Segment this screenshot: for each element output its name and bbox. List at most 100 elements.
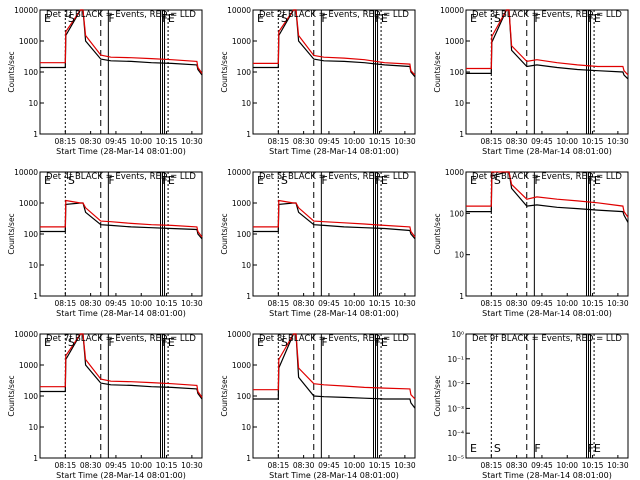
plot-frame	[39, 9, 203, 135]
plot-title: Det 1f BLACK = Events, RED = LLD	[46, 10, 196, 20]
x-axis-label: Start Time (28-Mar-14 08:01:00)	[482, 147, 612, 156]
x-tick-label: 09:45	[531, 299, 553, 308]
x-tick-label: 10:15	[369, 461, 391, 470]
event-marker-label-fe: FE	[375, 12, 388, 25]
x-tick-label: 09:45	[105, 137, 127, 146]
x-axis-label: Start Time (28-Mar-14 08:01:00)	[56, 309, 186, 318]
y-tick-label: 10	[241, 99, 251, 108]
x-tick-label: 10:15	[156, 299, 178, 308]
y-axis-label: Counts/sec	[433, 51, 442, 92]
plot-frame	[252, 171, 416, 297]
series-line-lld	[253, 333, 416, 400]
y-tick-label: 1	[459, 130, 464, 139]
y-tick-label: 100	[24, 68, 39, 77]
y-tick-label: 1	[33, 292, 38, 301]
event-marker-label-fe: FE	[162, 12, 175, 25]
series-line-events	[40, 9, 203, 76]
x-tick-label: 08:15	[481, 461, 503, 470]
event-marker-label-e: E	[470, 442, 477, 455]
event-marker-label-fe: FE	[162, 174, 175, 187]
event-marker-label-s: S	[494, 442, 501, 455]
event-marker-label-fe: FE	[588, 442, 601, 455]
event-marker-label-s: S	[494, 12, 501, 25]
y-tick-label: 1000	[445, 168, 464, 177]
series-line-lld	[253, 199, 416, 238]
x-tick-label: 08:30	[80, 137, 102, 146]
x-tick-label: 09:45	[105, 299, 127, 308]
x-axis-label: Start Time (28-Mar-14 08:01:00)	[56, 471, 186, 480]
x-tick-label: 10:30	[394, 137, 416, 146]
event-marker-label-fe: FE	[375, 336, 388, 349]
x-tick-label: 09:45	[318, 299, 340, 308]
x-axis-label: Start Time (28-Mar-14 08:01:00)	[482, 309, 612, 318]
plot-frame	[465, 9, 629, 135]
y-tick-label: 10⁻¹	[447, 355, 464, 364]
x-tick-label: 10:15	[582, 137, 604, 146]
event-marker-label-s: S	[281, 174, 288, 187]
event-marker-label-e: E	[470, 12, 477, 25]
series-line-lld	[466, 9, 629, 76]
y-axis-label: Counts/sec	[433, 213, 442, 254]
x-tick-label: 10:30	[181, 137, 203, 146]
y-tick-label: 10⁻²	[447, 380, 464, 389]
event-marker-label-e: E	[470, 174, 477, 187]
event-marker-label-e: E	[257, 12, 264, 25]
series-line-events	[40, 202, 203, 240]
x-tick-label: 08:30	[80, 461, 102, 470]
y-axis-label: Counts/sec	[220, 213, 229, 254]
x-tick-label: 08:15	[55, 137, 77, 146]
y-tick-label: 10⁻³	[447, 404, 464, 413]
plot-frame	[39, 333, 203, 459]
series-line-events	[466, 171, 629, 223]
y-tick-label: 100	[237, 230, 252, 239]
event-marker-label-s: S	[281, 336, 288, 349]
x-tick-label: 08:15	[268, 299, 290, 308]
x-axis-label: Start Time (28-Mar-14 08:01:00)	[269, 471, 399, 480]
y-tick-label: 100	[237, 68, 252, 77]
x-tick-label: 08:30	[506, 461, 528, 470]
x-tick-label: 08:15	[55, 299, 77, 308]
y-tick-label: 100	[24, 392, 39, 401]
x-tick-label: 08:15	[481, 299, 503, 308]
event-marker-label-f: F	[321, 336, 327, 349]
event-marker-label-e: E	[257, 174, 264, 187]
y-tick-label: 1	[33, 454, 38, 463]
event-marker-label-fe: FE	[162, 336, 175, 349]
x-tick-label: 10:15	[582, 299, 604, 308]
x-tick-label: 10:30	[394, 461, 416, 470]
x-tick-label: 09:45	[531, 137, 553, 146]
x-tick-label: 08:30	[506, 299, 528, 308]
y-tick-label: 1000	[232, 361, 251, 370]
event-marker-label-fe: FE	[375, 174, 388, 187]
x-tick-label: 10:00	[343, 461, 365, 470]
x-tick-label: 08:30	[293, 461, 315, 470]
x-tick-label: 08:15	[268, 461, 290, 470]
y-tick-label: 1	[246, 454, 251, 463]
series-line-lld	[40, 199, 203, 238]
y-tick-label: 10000	[227, 168, 251, 177]
y-axis-label: Counts/sec	[220, 375, 229, 416]
event-marker-label-s: S	[494, 174, 501, 187]
y-axis-label: Counts/sec	[7, 51, 16, 92]
x-tick-label: 08:15	[268, 137, 290, 146]
x-tick-label: 10:30	[607, 461, 629, 470]
plot-title: Det 4f BLACK = Events, RED = LLD	[46, 172, 196, 182]
x-tick-label: 10:30	[181, 461, 203, 470]
x-tick-label: 08:15	[55, 461, 77, 470]
y-tick-label: 1000	[232, 37, 251, 46]
plot-title: Det 7f BLACK = Events, RED = LLD	[46, 334, 196, 344]
event-marker-label-e: E	[44, 336, 51, 349]
event-marker-label-s: S	[281, 12, 288, 25]
y-tick-label: 10000	[227, 330, 251, 339]
y-tick-label: 10000	[227, 6, 251, 15]
y-tick-label: 10000	[14, 330, 38, 339]
x-tick-label: 10:00	[343, 299, 365, 308]
x-tick-label: 10:15	[156, 461, 178, 470]
plot-title: Det 5f BLACK = Events, RED = LLD	[259, 172, 409, 182]
series-line-events	[253, 333, 416, 409]
event-marker-label-s: S	[68, 174, 75, 187]
event-marker-label-f: F	[108, 174, 114, 187]
plot-frame	[39, 171, 203, 297]
y-tick-label: 1000	[232, 199, 251, 208]
